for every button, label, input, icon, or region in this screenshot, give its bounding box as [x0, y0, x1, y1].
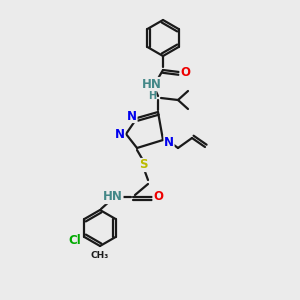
Text: H: H — [148, 91, 156, 101]
Text: N: N — [127, 110, 137, 122]
Text: N: N — [115, 128, 125, 140]
Text: HN: HN — [142, 77, 162, 91]
Text: HN: HN — [103, 190, 123, 203]
Text: Cl: Cl — [68, 233, 81, 247]
Text: S: S — [139, 158, 147, 172]
Text: O: O — [153, 190, 163, 203]
Text: O: O — [180, 65, 190, 79]
Text: CH₃: CH₃ — [91, 250, 109, 260]
Text: N: N — [164, 136, 174, 148]
